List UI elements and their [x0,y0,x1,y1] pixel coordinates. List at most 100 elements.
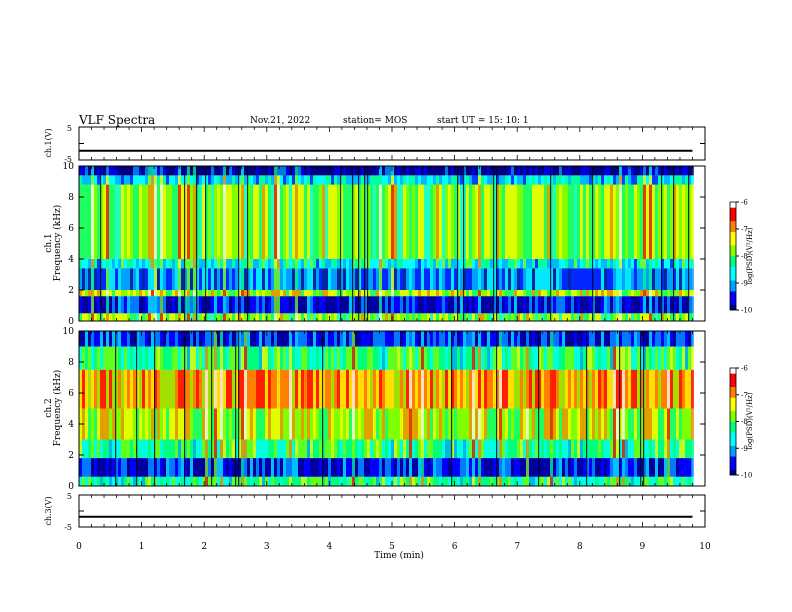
spectrogram-cell [643,259,646,269]
spectrogram-cell [583,268,586,290]
spectrogram-cell [196,439,199,459]
spectrogram-cell [400,346,403,370]
spectrogram-cell [376,331,379,347]
ch1-colorbar: -6-7-8-9-10 [729,199,752,315]
spectrogram-cell [628,369,631,409]
spectrogram-cell [346,268,349,290]
spectrogram-cell [649,259,652,269]
ch1-waveform-panel: 5 -5 ch.1(V) [44,124,706,164]
spectrogram-cell [598,166,601,176]
spectrogram-cell [520,166,523,176]
colorbar-cell [730,296,736,300]
spectrogram-cell [565,259,568,269]
spectrogram-cell [175,268,178,290]
spectrogram-cell [661,313,664,321]
spectrogram-cell [580,296,583,314]
spectrogram-cell [565,268,568,290]
spectrogram-cell [691,175,694,185]
spectrogram-cell [169,458,172,477]
spectrogram-cell [202,313,205,321]
spectrogram-cell [382,166,385,176]
spectrogram-cell [673,259,676,269]
spectrogram-cell [382,458,385,477]
spectrogram-cell [388,268,391,290]
spectrogram-cell [265,458,268,477]
spectrogram-cell [655,259,658,269]
spectrogram-cell [490,175,493,185]
spectrogram-cell [523,439,526,459]
spectrogram-cell [301,268,304,290]
spectrogram-cell [595,290,598,297]
spectrogram-cell [142,268,145,290]
spectrogram-cell [187,476,190,486]
spectrogram-cell [79,175,82,185]
spectrogram-cell [625,408,628,440]
spectrogram-cell [487,259,490,269]
spectrogram-cell [424,458,427,477]
spectrogram-cell [136,439,139,459]
spectrogram-cell [487,268,490,290]
spectrogram-cell [148,331,151,347]
spectrogram-cell [292,439,295,459]
spectrogram-cell [124,346,127,370]
spectrogram-cell [481,408,484,440]
spectrogram-cell [280,175,283,185]
spectrogram-cell [331,166,334,176]
spectrogram-cell [607,331,610,347]
colorbar-cell [730,250,736,254]
spectrogram-cell [190,439,193,459]
spectrogram-cell [433,331,436,347]
spectrogram-cell [265,268,268,290]
spectrogram-cell [631,290,634,297]
spectrogram-cell [130,458,133,477]
spectrogram-cell [547,313,550,321]
spectrogram-cell [658,458,661,477]
spectrogram-cell [619,458,622,477]
spectrogram-cell [469,296,472,314]
spectrogram-cell [160,369,163,409]
spectrogram-cell [616,259,619,269]
colorbar-cell [730,274,736,278]
spectrogram-cell [370,458,373,477]
spectrogram-cell [85,175,88,185]
spectrogram-cell [172,268,175,290]
spectrogram-cell [304,346,307,370]
spectrogram-cell [508,458,511,477]
time-tick-label: 7 [514,542,520,552]
spectrogram-cell [490,290,493,297]
spectrogram-cell [382,296,385,314]
spectrogram-cell [682,268,685,290]
spectrogram-cell [211,259,214,269]
spectrogram-cell [325,369,328,409]
spectrogram-cell [481,331,484,347]
spectrogram-cell [103,476,106,486]
spectrogram-cell [145,369,148,409]
spectrogram-cell [649,290,652,297]
spectrogram-cell [151,296,154,314]
spectrogram-cell [469,439,472,459]
ch2-spectrogram-ylabel-prefix: ch.2 [44,398,54,417]
spectrogram-cell [391,331,394,347]
spectrogram-cell [169,346,172,370]
spectrogram-cell [343,259,346,269]
spectrogram-cell [388,369,391,409]
spectrogram-cell [445,259,448,269]
spectrogram-cell [130,268,133,290]
spectrogram-cell [271,439,274,459]
spectrogram-cell [358,458,361,477]
spectrogram-cell [682,290,685,297]
spectrogram-cell [604,313,607,321]
colorbar-tick-label: -10 [741,472,752,480]
spectrogram-cell [214,175,217,185]
spectrogram-cell [607,313,610,321]
spectrogram-cell [448,476,451,486]
spectrogram-cell [490,476,493,486]
spectrogram-cell [88,331,91,347]
spectrogram-cell [637,259,640,269]
spectrogram-cell [364,184,367,259]
spectrogram-cell [385,268,388,290]
spectrogram-cell [490,166,493,176]
spectrogram-cell [262,184,265,259]
spectrogram-cell [682,175,685,185]
spectrogram-cell [142,331,145,347]
